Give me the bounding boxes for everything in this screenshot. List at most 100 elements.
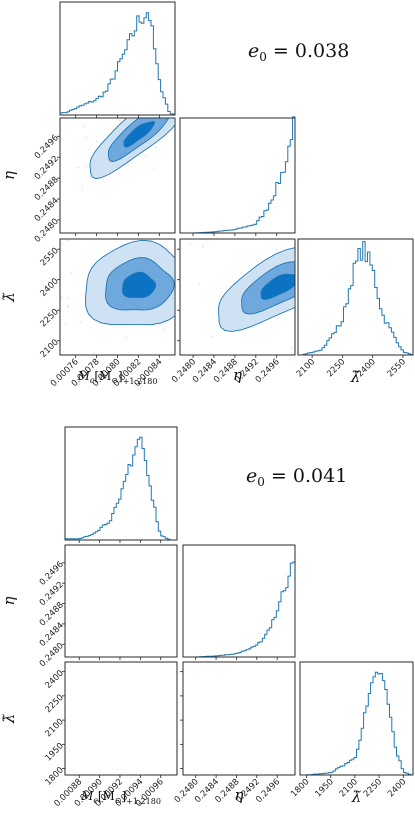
pair-1-0-sample-point xyxy=(155,146,157,148)
pair-2-0-sample-point xyxy=(57,262,58,263)
pair-2-0-sample-point xyxy=(108,816,109,817)
x-lambda-2-xtick-label: 2100 xyxy=(295,357,317,379)
pair-2-0-sample-point xyxy=(81,353,83,355)
pair-2-0-sample-point xyxy=(125,336,127,339)
xlabel-lambda: λ̃ xyxy=(350,368,361,386)
pair-2-0-sample-point xyxy=(178,651,179,652)
pair-2-0-sample-point xyxy=(31,256,32,257)
pair-1-0-sample-point xyxy=(34,707,35,708)
pair-2-0-sample-point xyxy=(390,649,391,650)
panel-0-0 xyxy=(59,1,176,116)
pair-1-0-sample-point xyxy=(54,537,55,538)
marginal-lambda-histogram xyxy=(300,671,413,776)
pair-2-1-sample-point xyxy=(345,617,346,618)
pair-2-0-contour-level-3 xyxy=(122,271,157,298)
pair-2-1-sample-point xyxy=(332,639,333,640)
pair-2-0-sample-point xyxy=(67,305,69,307)
x-lambda-2-xtick-label: 2400 xyxy=(386,777,408,799)
pair-1-0-sample-point xyxy=(345,19,346,20)
pair-1-0-sample-point xyxy=(197,104,198,105)
x-lambda-2-xtick-label: 2250 xyxy=(362,777,384,799)
pair-2-0-sample-point xyxy=(177,261,178,262)
eccentricity-annotation: e0 = 0.038 xyxy=(248,40,349,64)
pair-1-0-sample-point xyxy=(8,705,9,706)
pair-2-0-sample-point xyxy=(163,816,164,817)
panel-border-0-0 xyxy=(64,426,178,541)
pair-2-1-sample-point xyxy=(238,237,239,238)
marginal-lambda-histogram xyxy=(298,241,414,356)
pair-2-0-sample-point xyxy=(177,393,178,394)
pair-1-0-sample-point xyxy=(89,176,92,178)
x-lambda-2-xtick-label: 1800 xyxy=(289,777,311,799)
pair-2-1-sample-point xyxy=(306,651,307,652)
pair-1-0-sample-point xyxy=(54,621,55,622)
pair-2-0-sample-point xyxy=(67,240,69,242)
panel-1-1 xyxy=(179,117,296,234)
xlabel-mc: Mc[M⊙]+1.2180 xyxy=(77,369,158,386)
ylabel-lambda: λ̃ xyxy=(0,292,18,303)
pair-2-1-sample-point xyxy=(275,403,276,404)
pair-1-0-sample-point xyxy=(237,526,238,527)
pair-2-1-sample-point xyxy=(202,246,204,248)
pair-2-1-sample-point xyxy=(145,387,146,388)
eccentricity-annotation: e0 = 0.041 xyxy=(246,465,347,489)
panel-2-0 xyxy=(64,661,178,776)
pair-2-1-sample-point xyxy=(204,806,205,807)
pair-1-0-sample-point xyxy=(201,65,202,66)
pair-1-0-sample-point xyxy=(242,508,243,509)
pair-1-0-sample-point xyxy=(179,105,180,106)
panel-border-2-1 xyxy=(179,238,296,356)
pair-2-1-sample-point xyxy=(198,283,200,286)
pair-2-1-sample-point xyxy=(298,237,299,238)
panel-border-1-1 xyxy=(182,544,296,658)
pair-2-0-sample-point xyxy=(209,544,210,545)
pair-2-1-sample-point xyxy=(411,651,412,652)
panel-border-1-1 xyxy=(179,117,296,234)
pair-1-0-sample-point xyxy=(155,236,156,237)
x-lambda-2-xtick-label: 2550 xyxy=(386,357,408,379)
pair-2-1-sample-point xyxy=(375,622,376,623)
pair-1-0-sample-point xyxy=(229,104,230,105)
xlabel-lambda: λ̃ xyxy=(351,788,362,806)
pair-1-0-sample-point xyxy=(245,15,246,16)
pair-2-1-sample-point xyxy=(212,336,214,338)
pair-1-0-contour-level-3 xyxy=(123,121,156,148)
pair-2-0-sample-point xyxy=(315,166,316,167)
pair-2-1-sample-point xyxy=(276,249,278,251)
pair-2-0-sample-point xyxy=(24,718,25,719)
panel-1-1 xyxy=(182,544,296,658)
pair-2-1-sample-point xyxy=(291,348,293,350)
xlabel-eta: η xyxy=(233,366,242,384)
pair-1-0-sample-point xyxy=(226,537,227,538)
pair-1-0-sample-point xyxy=(306,79,307,80)
pair-2-0-sample-point xyxy=(65,323,67,325)
pair-2-1-sample-point xyxy=(230,236,231,237)
panel-2-1 xyxy=(182,661,296,776)
pair-2-1-sample-point xyxy=(405,221,406,222)
pair-1-0-sample-point xyxy=(24,668,25,669)
pair-2-0-sample-point xyxy=(70,272,72,274)
pair-2-1-sample-point xyxy=(236,393,237,394)
panel-border-2-1 xyxy=(182,661,296,776)
pair-2-0-sample-point xyxy=(164,327,166,329)
pair-1-0-sample-point xyxy=(95,141,98,143)
pair-2-1-sample-point xyxy=(50,374,51,375)
pair-1-0-sample-point xyxy=(230,524,231,525)
pair-1-0-sample-point xyxy=(225,511,226,512)
pair-1-0-sample-point xyxy=(215,493,216,494)
pair-1-0-sample-point xyxy=(27,628,28,629)
pair-2-1-sample-point xyxy=(329,631,330,632)
xlabel-mc: Mc[M⊙]+1.2180 xyxy=(80,789,161,806)
pair-2-1-sample-point xyxy=(296,655,297,656)
pair-1-0-sample-point xyxy=(85,137,88,139)
pair-2-1-sample-point xyxy=(228,236,229,237)
pair-2-0-sample-point xyxy=(312,377,313,378)
pair-2-1-sample-point xyxy=(319,649,320,650)
marginal-eta-histogram xyxy=(180,116,296,234)
pair-2-1-sample-point xyxy=(344,228,345,229)
pair-2-0-sample-point xyxy=(58,276,59,277)
pair-2-0-sample-point xyxy=(7,221,8,222)
